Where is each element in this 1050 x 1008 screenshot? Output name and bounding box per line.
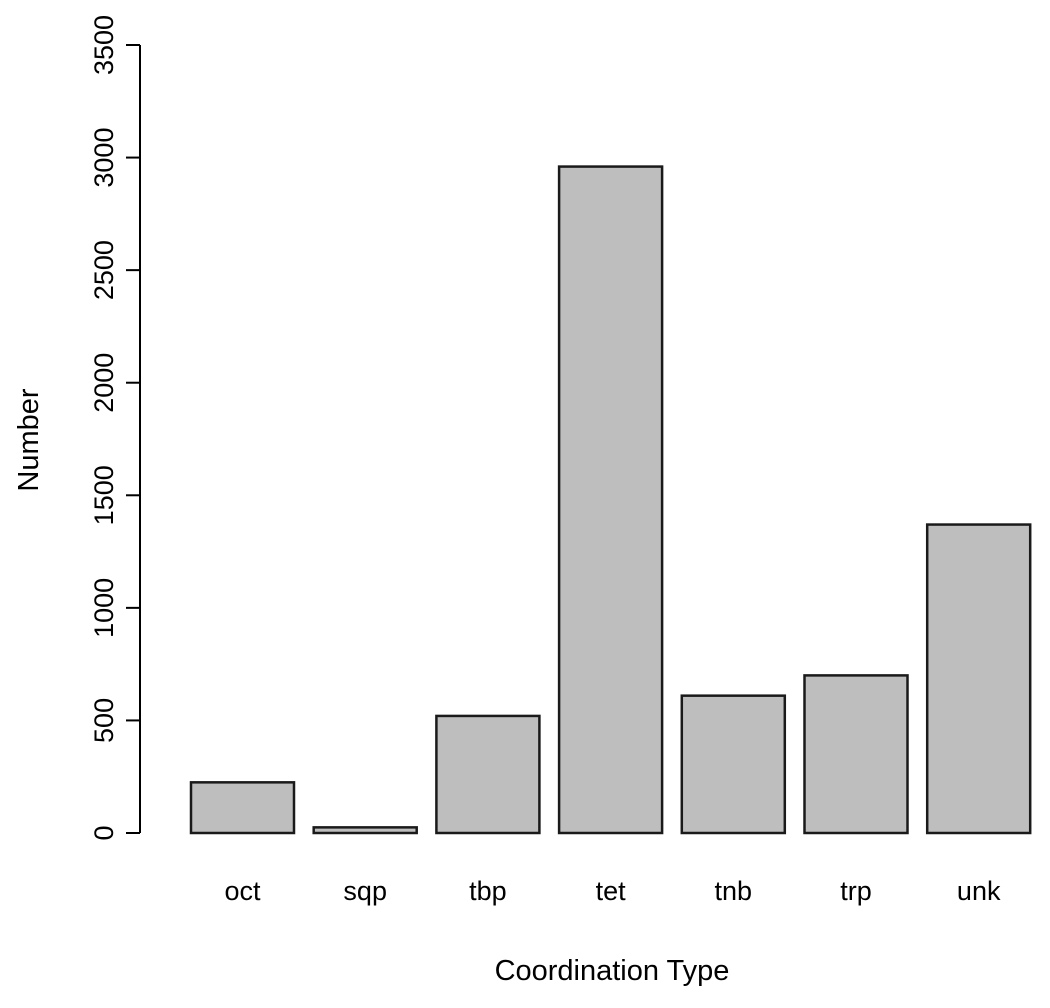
y-tick-label: 2500: [89, 240, 119, 300]
y-tick-label: 1000: [89, 578, 119, 638]
y-axis: 0 500 1000 1500 2000 2500 3000 3500: [89, 15, 141, 841]
x-tick-label-unk: unk: [957, 876, 1001, 906]
y-axis-title: Number: [13, 388, 45, 491]
y-ticks: 0 500 1000 1500 2000 2500 3000 3500: [89, 15, 140, 841]
y-tick-label: 0: [89, 825, 119, 840]
y-tick-label: 2000: [89, 353, 119, 413]
x-tick-label-sqp: sqp: [343, 876, 387, 906]
x-category-labels: oct sqp tbp tet tnb trp unk: [224, 876, 1000, 906]
x-tick-label-tet: tet: [596, 876, 627, 906]
bar-sqp: [312, 826, 418, 835]
bar-unk: [925, 523, 1032, 835]
y-tick-label: 500: [89, 698, 119, 743]
bar-tet: [557, 165, 664, 835]
x-tick-label-tbp: tbp: [469, 876, 507, 906]
x-tick-label-oct: oct: [224, 876, 261, 906]
bars: [189, 165, 1032, 835]
x-tick-label-trp: trp: [840, 876, 872, 906]
y-tick-label: 1500: [89, 465, 119, 525]
bar-tnb: [680, 694, 787, 835]
bar-oct: [189, 781, 296, 835]
bar-tbp: [435, 714, 541, 835]
y-tick-label: 3500: [89, 15, 119, 75]
x-axis-title: Coordination Type: [495, 955, 730, 987]
bar-trp: [803, 674, 909, 835]
y-tick-label: 3000: [89, 128, 119, 188]
x-tick-label-tnb: tnb: [715, 876, 753, 906]
